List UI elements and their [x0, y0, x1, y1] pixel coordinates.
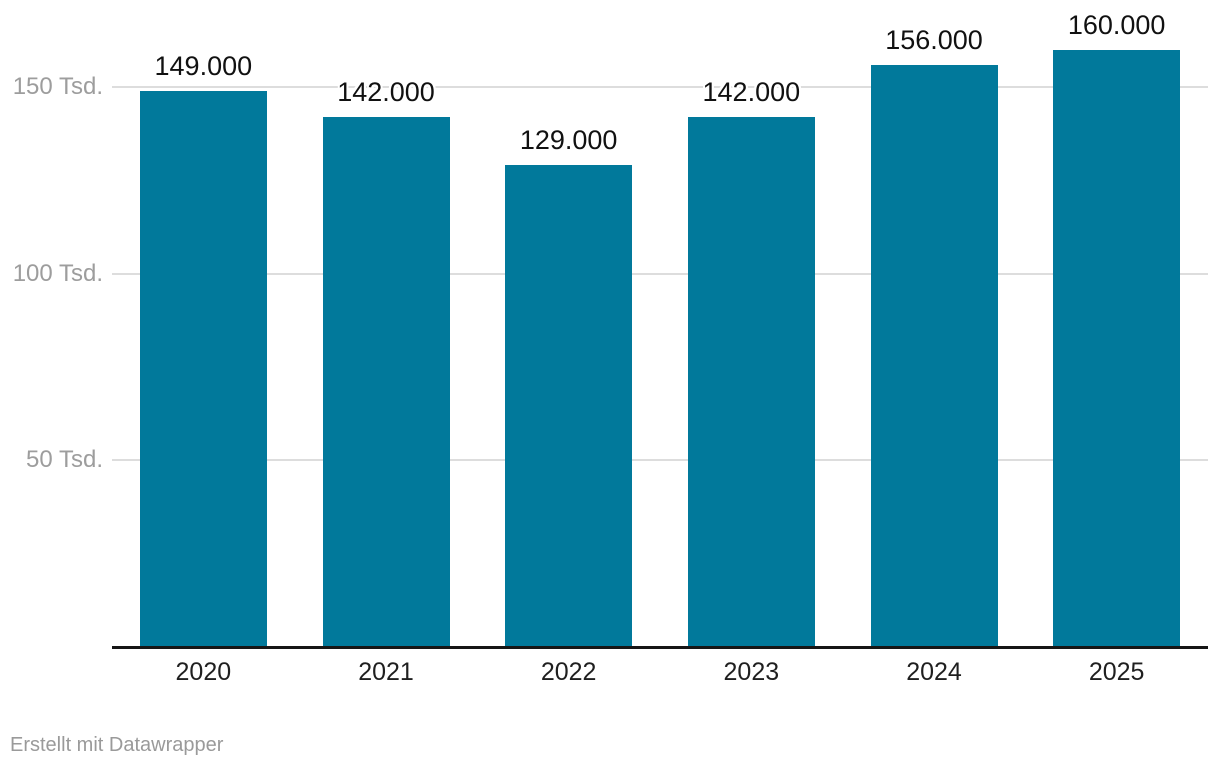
- x-axis-label-2023: 2023: [723, 658, 780, 686]
- y-axis-tick-label: 50 Tsd.: [26, 446, 103, 474]
- x-axis-label-2020: 2020: [175, 658, 232, 686]
- bar-2021[interactable]: [322, 116, 450, 647]
- x-axis-label-2021: 2021: [358, 658, 414, 686]
- gridline-100000: [112, 272, 1208, 275]
- y-axis-tick-label: 150 Tsd.: [12, 73, 103, 100]
- value-label-2022: 129.000: [519, 125, 618, 156]
- y-axis-tick-label: 100 Tsd.: [12, 259, 103, 287]
- x-axis-label-2025: 2025: [1088, 658, 1145, 686]
- value-label-2025: 160.000: [1067, 9, 1166, 40]
- attribution: Erstellt mit Datawrapper: [10, 732, 223, 758]
- x-axis-line: [112, 646, 1208, 649]
- gridline-150000: [112, 86, 1208, 88]
- value-label-2023: 142.000: [702, 76, 801, 107]
- x-axis-label-2022: 2022: [540, 658, 597, 686]
- value-label-2021: 142.000: [337, 76, 435, 107]
- bar-2023[interactable]: [687, 116, 815, 647]
- value-label-2024: 156.000: [885, 24, 983, 55]
- x-axis-label-2024: 2024: [906, 658, 962, 686]
- bar-2024[interactable]: [870, 64, 998, 647]
- bar-2020[interactable]: [139, 90, 267, 647]
- value-label-2020: 149.000: [154, 50, 253, 81]
- attribution-prefix: Erstellt mit: [10, 734, 109, 756]
- gridline-50000: [112, 459, 1208, 462]
- bar-2025[interactable]: [1053, 49, 1181, 647]
- bar-2022[interactable]: [505, 165, 633, 647]
- datawrapper-link[interactable]: Datawrapper: [108, 734, 224, 756]
